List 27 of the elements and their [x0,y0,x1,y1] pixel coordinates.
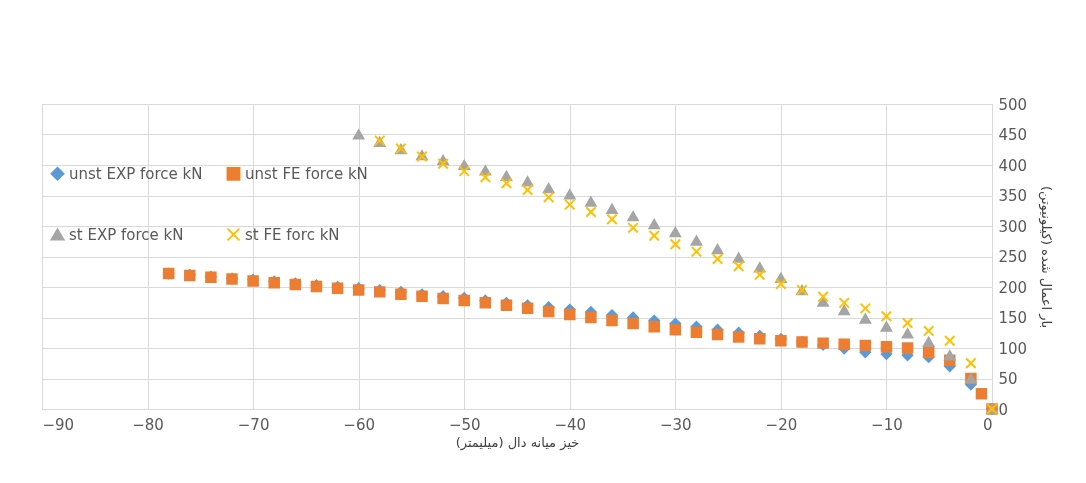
y-tick-label: 200 [998,278,1028,297]
x-tick-label: −40 [554,415,587,434]
x-tick-label: −80 [132,415,164,434]
y-tick-label: 500 [998,95,1028,114]
x-tick-label: −60 [343,415,375,434]
x-tick-label: −70 [237,415,270,434]
x-tick-label: 0 [982,415,993,434]
x-tick-label: −20 [765,415,798,434]
legend-label: st EXP force kN [69,225,184,244]
y-tick-label: 0 [998,400,1009,419]
legend-label: unst EXP force kN [69,164,203,183]
legend-label: unst FE force kN [245,164,368,183]
y-tick-label: 100 [998,339,1028,358]
x-tick-label: −50 [448,415,481,434]
legend-label: st FE forc kN [245,225,340,244]
y-tick-label: 400 [998,156,1028,175]
x-axis-title: خیز میانه دال (میلیمتر) [455,434,580,451]
y-tick-label: 300 [998,217,1028,236]
y-tick-label: 450 [998,126,1028,144]
y-tick-label: 350 [998,187,1028,205]
x-tick-label: −90 [42,415,75,434]
y-tick-label: 250 [998,248,1028,266]
x-tick-label: −10 [871,415,903,434]
y-tick-label: 150 [998,309,1028,327]
y-axis-title: بار اعمال شده (کیلونیوتن) [1038,185,1055,329]
y-tick-label: 50 [998,370,1018,388]
x-tick-label: −30 [660,415,692,434]
